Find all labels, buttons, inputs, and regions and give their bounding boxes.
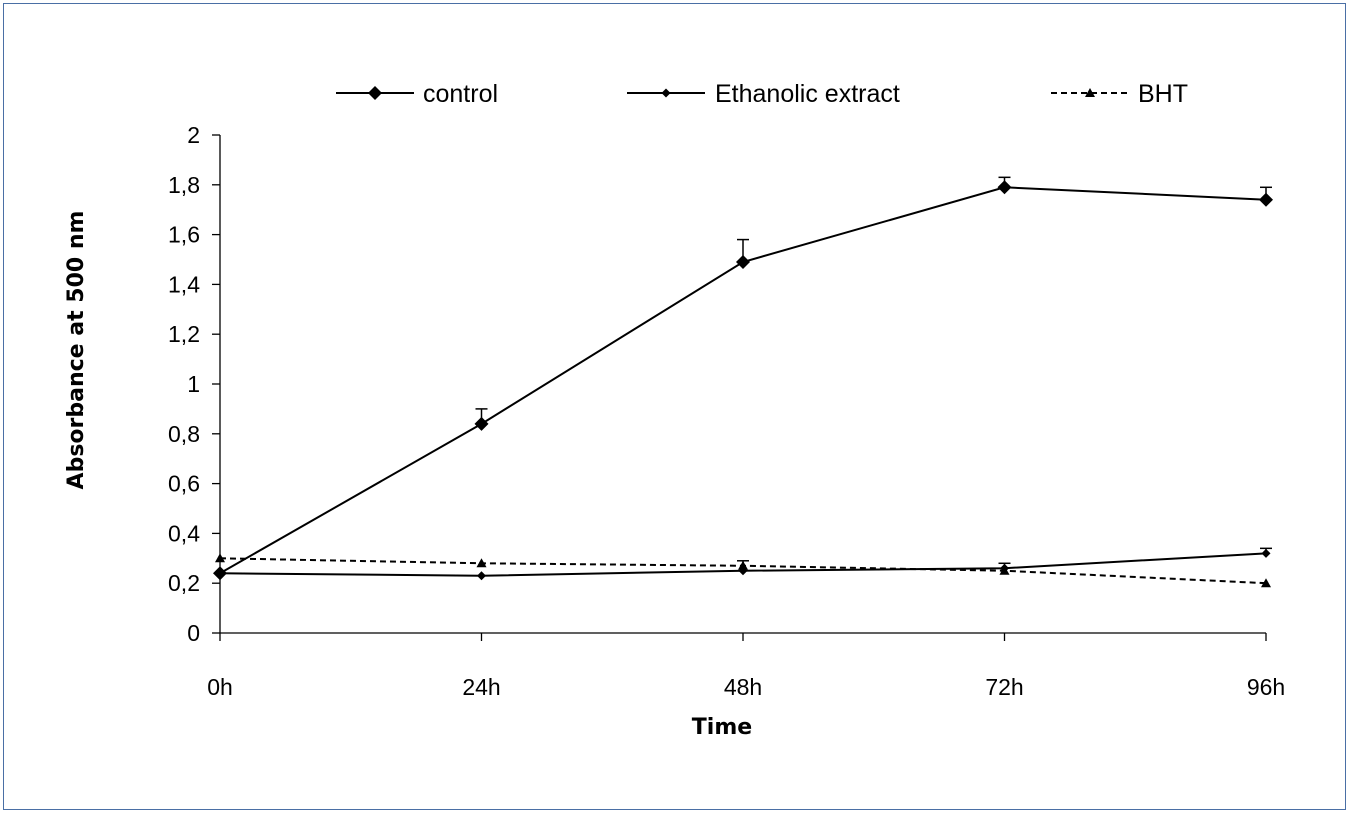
data-point-bht [999, 565, 1010, 575]
legend-item-bht: BHT [1051, 80, 1188, 108]
x-tick-label: 24h [462, 674, 500, 700]
x-tick-label: 0h [207, 674, 233, 700]
x-tick-label: 72h [985, 674, 1023, 700]
series-layer [213, 176, 1273, 588]
y-tick-label: 1,8 [168, 172, 200, 198]
legend-label-control: control [423, 80, 498, 108]
x-axis-title: Time [692, 715, 752, 740]
legend-marker-bht [1085, 88, 1095, 97]
x-tick-label: 48h [724, 674, 762, 700]
series-control [213, 176, 1273, 581]
data-point-control [1259, 192, 1273, 207]
axes [212, 134, 1267, 641]
y-tick-label: 1 [187, 371, 200, 397]
data-point-ethanolic-extract [1261, 548, 1271, 558]
y-tick-label: 1,4 [168, 271, 200, 297]
data-point-bht [738, 560, 748, 570]
y-tick-label: 0 [187, 620, 200, 646]
legend-label-bht: BHT [1138, 80, 1188, 108]
data-point-bht [1261, 578, 1271, 588]
data-point-bht [476, 558, 487, 568]
series-bht [215, 553, 1271, 588]
series-ethanolic-extract [215, 547, 1272, 581]
data-point-control [997, 180, 1012, 195]
x-tick-label: 96h [1247, 674, 1285, 700]
chart-frame [3, 3, 1346, 810]
data-point-ethanolic-extract [477, 571, 486, 581]
data-point-bht [215, 553, 225, 563]
y-tick-label: 1,2 [168, 321, 200, 347]
y-tick-label: 0,4 [168, 520, 200, 546]
y-tick-label: 1,6 [168, 222, 200, 248]
y-tick-label: 0,6 [168, 471, 200, 497]
data-point-control [736, 254, 750, 269]
tick-labels: 0 0,2 0,4 0,6 0,8 1 1,2 1,4 1,6 1,8 2 0h 24h 48h 72h 96… [168, 122, 1285, 700]
legend: control Ethanolic extract BHT [336, 80, 1188, 108]
y-axis-title: Absorbance at 500 nm [64, 211, 89, 490]
data-point-control [474, 416, 489, 431]
y-tick-label: 2 [187, 122, 200, 148]
legend-marker-control [368, 86, 382, 100]
legend-item-control: control [336, 80, 498, 108]
data-point-ethanolic-extract [215, 568, 225, 578]
legend-item-ethanolic-extract: Ethanolic extract [627, 80, 900, 108]
legend-label-ethanolic-extract: Ethanolic extract [715, 80, 900, 108]
y-tick-label: 0,2 [168, 570, 200, 596]
legend-marker-ethanolic-extract [661, 88, 671, 98]
y-tick-label: 0,8 [168, 421, 200, 447]
